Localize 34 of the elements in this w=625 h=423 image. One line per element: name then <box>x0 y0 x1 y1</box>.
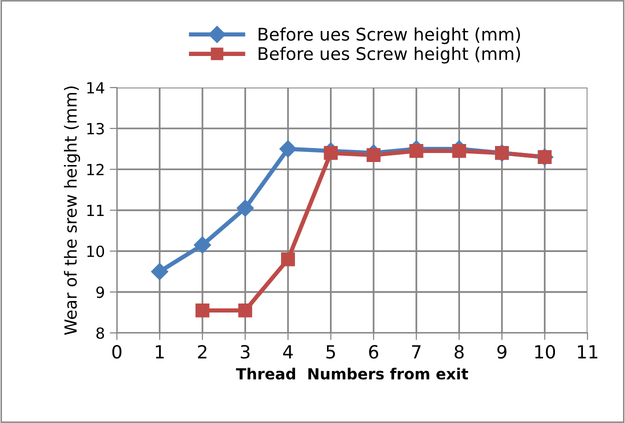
x-tick-label: 8 <box>454 345 464 359</box>
legend-label: Before ues Screw height (mm) <box>258 27 520 44</box>
x-tick-label: 4 <box>283 345 293 358</box>
x-tick-label: 11 <box>578 345 598 358</box>
legend-label: Before ues Screw height (mm) <box>258 46 520 64</box>
x-tick-label: 5 <box>326 345 335 359</box>
x-tick-label: 9 <box>497 345 506 359</box>
point <box>324 146 338 160</box>
x-tick-label: 10 <box>535 345 556 359</box>
y-tick-label: 14 <box>87 82 104 94</box>
x-tick-label: 0 <box>112 345 122 359</box>
x-tick-label: 1 <box>156 345 164 358</box>
y-tick-label: 8 <box>96 327 104 339</box>
y-tick-label: 11 <box>87 204 104 216</box>
point <box>452 144 466 158</box>
point <box>194 236 211 254</box>
point <box>151 263 168 280</box>
point <box>196 303 210 318</box>
point <box>238 303 252 318</box>
x-tick-label: 7 <box>412 345 421 358</box>
x-axis-title: Thread Numbers from exit <box>236 368 468 380</box>
x-tick-label: 6 <box>369 345 378 359</box>
y-tick-label: 9 <box>96 286 104 298</box>
y-tick-label: 13 <box>87 122 104 134</box>
point <box>366 148 381 162</box>
y-tick-label: 12 <box>87 164 104 176</box>
y-tick-label: 10 <box>87 246 104 258</box>
point <box>236 200 254 217</box>
point <box>409 144 424 158</box>
point <box>279 140 297 158</box>
x-tick-label: 3 <box>240 345 250 359</box>
y-axis-title: Wear of the srew height (mm) <box>64 86 80 335</box>
x-tick-label: 2 <box>198 345 206 358</box>
point <box>281 252 295 266</box>
